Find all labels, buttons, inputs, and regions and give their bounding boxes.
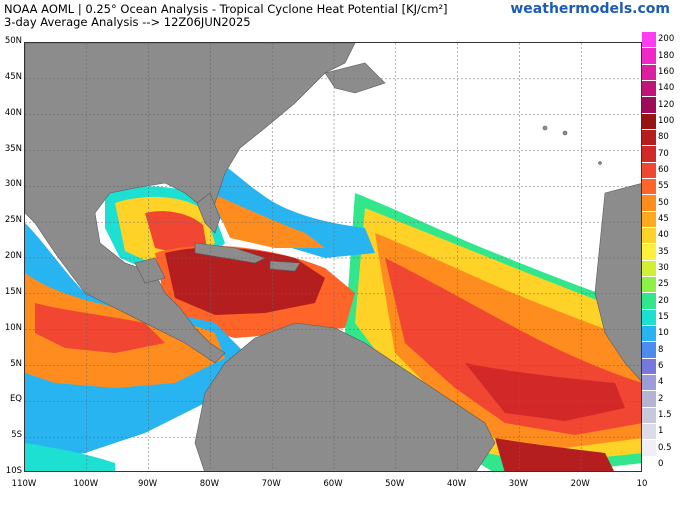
colorbar-segment: [642, 80, 656, 97]
colorbar-label: 1.5: [658, 409, 672, 420]
longitude-label: 40W: [446, 479, 467, 489]
latitude-label: 20N: [4, 251, 22, 261]
longitude-label: 30W: [508, 479, 529, 489]
gridlines: [25, 43, 641, 471]
colorbar-segment: [642, 243, 656, 260]
colorbar-label: 15: [658, 311, 669, 322]
colorbar-label: 40: [658, 230, 669, 241]
latitude-label: 50N: [4, 36, 22, 46]
colorbar-segment: [642, 112, 656, 129]
longitude-label: 70W: [261, 479, 281, 489]
latitude-label: 30N: [4, 179, 22, 190]
colorbar-label: 60: [658, 164, 669, 175]
colorbar-label: 6: [658, 360, 664, 371]
colorbar-segment: [642, 129, 656, 146]
latitude-label: 25N: [4, 215, 22, 226]
latitude-label: 5N: [10, 358, 22, 369]
colorbar-label: 160: [658, 66, 675, 77]
colorbar-label: 80: [658, 132, 669, 143]
colorbar-label: 55: [658, 181, 669, 192]
longitude-label: 10: [636, 479, 648, 489]
latitude-label: 45N: [4, 71, 22, 82]
colorbar: [642, 31, 656, 472]
latitude-label: 5S: [11, 430, 22, 441]
colorbar-label: 30: [658, 262, 669, 273]
colorbar-label: 10: [658, 328, 669, 339]
map-subtitle: 3-day Average Analysis --> 12Z06JUN2025: [4, 15, 251, 29]
colorbar-segment: [642, 325, 656, 342]
latitude-label: EQ: [9, 394, 22, 405]
colorbar-segment: [642, 96, 656, 113]
map-svg: [25, 43, 641, 471]
latitude-label: 10S: [5, 466, 22, 476]
colorbar-segment: [642, 406, 656, 423]
longitude-label: 50W: [385, 479, 405, 489]
colorbar-label: 0: [658, 458, 664, 469]
latitude-label: 10N: [4, 322, 22, 333]
colorbar-label: 2: [658, 393, 664, 404]
colorbar-label: 50: [658, 197, 669, 208]
colorbar-label: 45: [658, 213, 669, 224]
colorbar-label: 8: [658, 344, 664, 355]
colorbar-label: 1: [658, 426, 664, 437]
colorbar-segment: [642, 31, 656, 48]
colorbar-segment: [642, 292, 656, 309]
colorbar-segment: [642, 423, 656, 440]
longitude-label: 90W: [137, 479, 158, 489]
heat-potential-map: [24, 42, 642, 472]
colorbar-label: 200: [658, 34, 675, 45]
colorbar-label: 25: [658, 279, 669, 290]
colorbar-segment: [642, 439, 656, 456]
longitude-label: 20W: [570, 479, 590, 489]
colorbar-label: 20: [658, 295, 669, 306]
colorbar-segment: [642, 390, 656, 407]
colorbar-label: 70: [658, 148, 669, 159]
colorbar-segment: [642, 259, 656, 276]
colorbar-label: 4: [658, 377, 664, 388]
latitude-label: 40N: [4, 107, 22, 118]
colorbar-segment: [642, 47, 656, 64]
colorbar-segment: [642, 455, 656, 472]
colorbar-label: 180: [658, 50, 675, 61]
colorbar-segment: [642, 276, 656, 293]
colorbar-segment: [642, 308, 656, 325]
longitude-label: 110W: [11, 479, 37, 489]
colorbar-label: 35: [658, 246, 669, 257]
longitude-label: 60W: [323, 479, 343, 489]
colorbar-label: 120: [658, 99, 675, 110]
colorbar-segment: [642, 210, 656, 227]
colorbar-segment: [642, 341, 656, 358]
longitude-label: 100W: [73, 479, 99, 489]
colorbar-label: 140: [658, 83, 675, 94]
colorbar-segment: [642, 145, 656, 162]
colorbar-label: 100: [658, 115, 675, 126]
latitude-label: 15N: [4, 286, 22, 297]
colorbar-segment: [642, 227, 656, 244]
brand-logo-text[interactable]: weathermodels.com: [510, 1, 670, 17]
colorbar-segment: [642, 194, 656, 211]
colorbar-segment: [642, 357, 656, 374]
colorbar-segment: [642, 178, 656, 195]
land: [25, 43, 641, 471]
latitude-label: 35N: [4, 143, 22, 154]
colorbar-segment: [642, 161, 656, 178]
colorbar-segment: [642, 374, 656, 391]
colorbar-segment: [642, 63, 656, 80]
longitude-label: 80W: [199, 479, 220, 489]
colorbar-label: 0.5: [658, 442, 672, 453]
map-title: NOAA AOML | 0.25° Ocean Analysis - Tropi…: [4, 2, 448, 16]
